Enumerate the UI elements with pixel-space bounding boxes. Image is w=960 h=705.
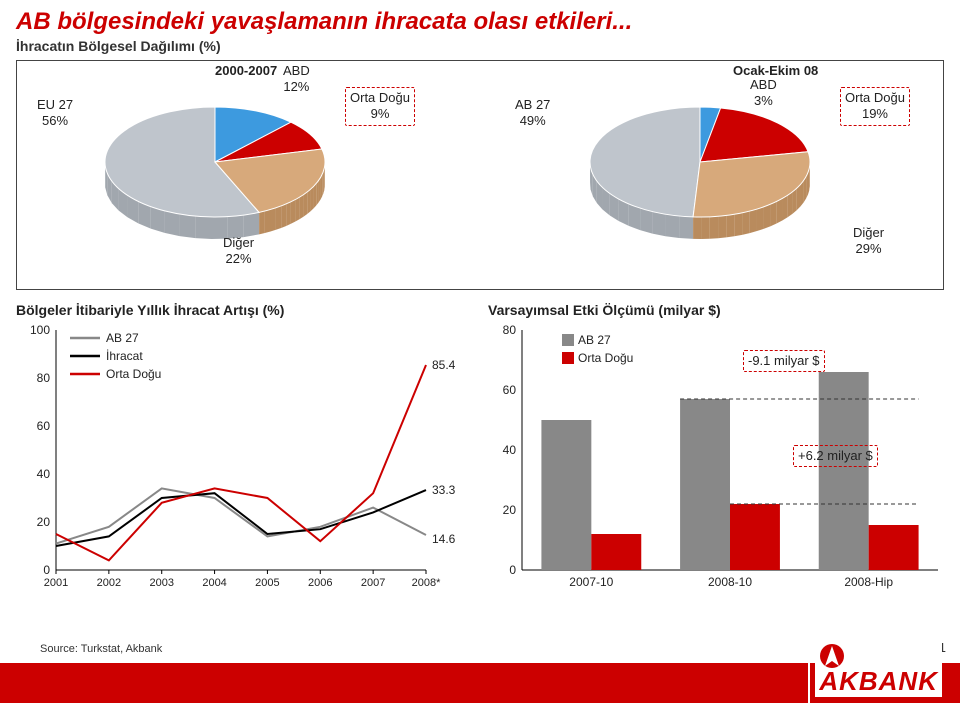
- bar-chart-col: Varsayımsal Etki Ölçümü (milyar $) 0 20 40…: [488, 302, 948, 600]
- svg-text:2001: 2001: [44, 577, 68, 589]
- svg-text:40: 40: [503, 443, 517, 457]
- bar-chart: 0 20 40 60 80 2007-10 2008-10 2008-Hip AB 27 Orta…: [488, 320, 948, 600]
- pie-right-label-abd: ABD3%: [750, 77, 777, 110]
- pie-left-label-od: Orta Doğu9%: [345, 87, 415, 126]
- svg-text:80: 80: [37, 371, 51, 385]
- svg-text:80: 80: [503, 323, 517, 337]
- svg-text:100: 100: [30, 323, 50, 337]
- pie-right-label-ab: AB 2749%: [515, 97, 550, 130]
- bar-annotation-2: +6.2 milyar $: [793, 445, 878, 467]
- source-text: Source: Turkstat, Akbank: [40, 643, 162, 655]
- svg-text:AB 27: AB 27: [578, 333, 611, 347]
- pie-left-title: 2000-2007: [215, 63, 277, 78]
- pie-left-panel: 2000-2007 EU 2756% ABD12% Orta Doğu9% Di…: [25, 67, 465, 282]
- pie-container: 2000-2007 EU 2756% ABD12% Orta Doğu9% Di…: [16, 60, 944, 290]
- akbank-logo: AKBANK: [815, 640, 942, 697]
- pie-left-label-abd: ABD12%: [283, 63, 310, 96]
- svg-text:2007-10: 2007-10: [569, 575, 613, 589]
- pie-right-label-diger: Diğer29%: [853, 225, 884, 258]
- bottom-row: Bölgeler İtibariyle Yıllık İhracat Artış…: [0, 296, 960, 600]
- svg-text:60: 60: [37, 419, 51, 433]
- logo-icon: [819, 643, 845, 669]
- svg-text:2008-10: 2008-10: [708, 575, 752, 589]
- pie-right-label-od: Orta Doğu19%: [840, 87, 910, 126]
- svg-text:2002: 2002: [97, 577, 121, 589]
- pie-right-title: Ocak-Ekim 08: [733, 63, 818, 78]
- svg-text:85.4: 85.4: [432, 358, 456, 372]
- pie-left-label-diger: Diğer22%: [223, 235, 254, 268]
- svg-text:Orta Doğu: Orta Doğu: [578, 351, 633, 365]
- svg-text:0: 0: [43, 563, 50, 577]
- page-title: AB bölgesindeki yavaşlamanın ihracata ol…: [0, 0, 960, 38]
- bar-annotation-1: -9.1 milyar $: [743, 350, 825, 372]
- svg-text:2005: 2005: [255, 577, 279, 589]
- svg-text:2007: 2007: [361, 577, 385, 589]
- page-subtitle: İhracatın Bölgesel Dağılımı (%): [0, 38, 960, 60]
- svg-text:Orta Doğu: Orta Doğu: [106, 367, 161, 381]
- svg-text:AB 27: AB 27: [106, 331, 139, 345]
- svg-text:60: 60: [503, 383, 517, 397]
- line-chart-col: Bölgeler İtibariyle Yıllık İhracat Artış…: [16, 302, 476, 600]
- svg-text:2004: 2004: [202, 577, 226, 589]
- svg-text:2008*: 2008*: [412, 577, 441, 589]
- line-chart: 0 20 40 60 80 100 2001 2002 2003 2004 2005 2006 2007…: [16, 320, 476, 600]
- svg-text:2008-Hip: 2008-Hip: [844, 575, 893, 589]
- svg-text:0: 0: [509, 563, 516, 577]
- svg-text:14.6: 14.6: [432, 532, 456, 546]
- svg-text:40: 40: [37, 467, 51, 481]
- pie-right-panel: Ocak-Ekim 08 AB 2749% ABD3% Orta Doğu19%…: [495, 67, 935, 282]
- line-chart-title: Bölgeler İtibariyle Yıllık İhracat Artış…: [16, 302, 476, 318]
- svg-text:33.3: 33.3: [432, 483, 456, 497]
- svg-text:2006: 2006: [308, 577, 332, 589]
- bar-chart-title: Varsayımsal Etki Ölçümü (milyar $): [488, 302, 948, 318]
- svg-text:20: 20: [37, 515, 51, 529]
- svg-text:2003: 2003: [149, 577, 173, 589]
- svg-text:20: 20: [503, 503, 517, 517]
- svg-text:İhracat: İhracat: [106, 349, 143, 363]
- pie-left-label-eu: EU 2756%: [37, 97, 73, 130]
